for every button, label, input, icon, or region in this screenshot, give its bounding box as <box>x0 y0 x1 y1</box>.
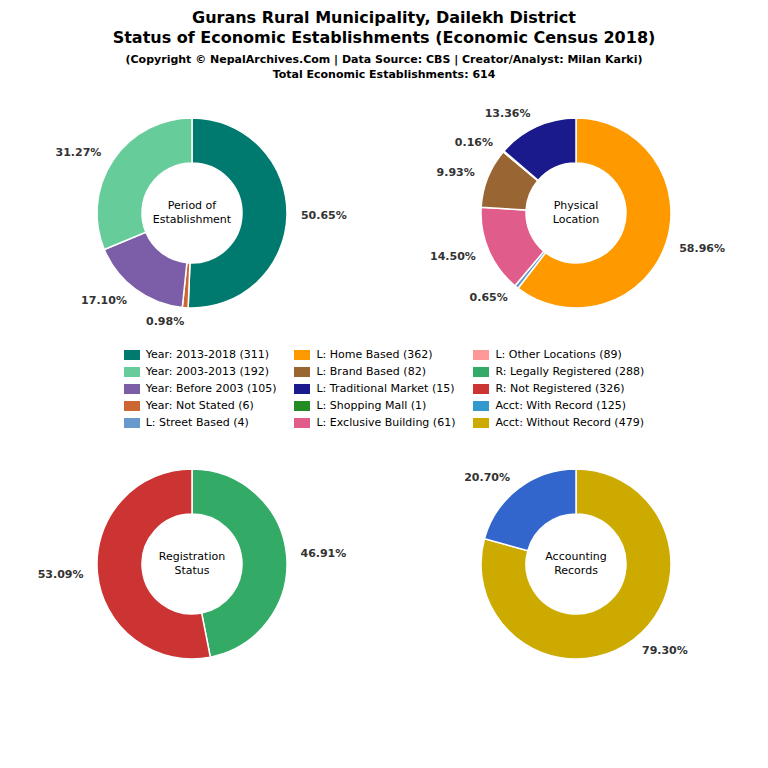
svg-text:17.10%: 17.10% <box>81 294 127 307</box>
svg-text:53.09%: 53.09% <box>38 568 84 581</box>
html-text:L: Shopping Mall (1): L: Shopping Mall (1) <box>316 399 427 412</box>
svg-text:50.65%: 50.65% <box>301 209 347 222</box>
html-text:Registration Status: Registration Status <box>158 550 226 577</box>
html-text:L: Street Based (4): L: Street Based (4) <box>145 416 249 429</box>
html-text:Acct: With Record (125): Acct: With Record (125) <box>495 399 626 412</box>
svg-text:9.93%: 9.93% <box>437 166 475 179</box>
html-text:Acct: Without Record (479): Acct: Without Record (479) <box>495 416 644 429</box>
html-text:L: Exclusive Building (61): L: Exclusive Building (61) <box>316 416 456 429</box>
html-text:R: Legally Registered (288): R: Legally Registered (288) <box>495 365 645 378</box>
svg-text:0.65%: 0.65% <box>470 291 508 304</box>
svg-text:46.91%: 46.91% <box>300 547 346 560</box>
svg-text:14.50%: 14.50% <box>430 250 476 263</box>
html-text:Accounting Records: Accounting Records <box>545 550 607 577</box>
html-text:Year: Not Stated (6): Year: Not Stated (6) <box>145 399 254 412</box>
svg-text:31.27%: 31.27% <box>56 146 102 159</box>
html-text:L: Other Locations (89): L: Other Locations (89) <box>495 348 622 361</box>
svg-text:13.36%: 13.36% <box>485 107 531 120</box>
html-text:Year: Before 2003 (105): Year: Before 2003 (105) <box>145 382 277 395</box>
html-text:Physical Location: Physical Location <box>552 199 600 226</box>
html-text:R: Not Registered (326): R: Not Registered (326) <box>495 382 625 395</box>
html-text:Year: 2013-2018 (311): Year: 2013-2018 (311) <box>145 348 269 361</box>
html-text:Gurans Rural Municipality, Dai: Gurans Rural Municipality, Dailekh Distr… <box>112 8 656 47</box>
svg-text:58.96%: 58.96% <box>679 242 725 255</box>
html-text:L: Traditional Market (15): L: Traditional Market (15) <box>316 382 455 395</box>
svg-text:0.16%: 0.16% <box>455 136 493 149</box>
svg-text:20.70%: 20.70% <box>464 471 510 484</box>
html-text:Period of Establishment: Period of Establishment <box>152 199 232 226</box>
html-text:L: Brand Based (82): L: Brand Based (82) <box>316 365 426 378</box>
html-text:L: Home Based (362): L: Home Based (362) <box>316 348 433 361</box>
svg-text:0.98%: 0.98% <box>146 315 184 328</box>
html-text:(Copyright © NepalArchives.Com: (Copyright © NepalArchives.Com | Data So… <box>125 53 643 81</box>
html-text:Year: 2003-2013 (192): Year: 2003-2013 (192) <box>145 365 269 378</box>
svg-text:79.30%: 79.30% <box>642 644 688 657</box>
